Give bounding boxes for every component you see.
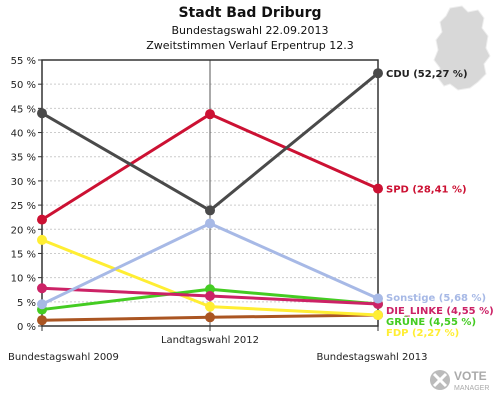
data-point-cdu [37, 108, 47, 119]
end-label-grüne: GRÜNE (4,55 %) [386, 314, 476, 328]
x-tick-label: Landtagswahl 2012 [161, 335, 259, 346]
y-tick-label: 0 % [17, 322, 36, 333]
x-tick-label: Bundestagswahl 2013 [317, 352, 428, 363]
data-point-spd [205, 109, 215, 120]
y-tick-label: 10 % [11, 274, 36, 285]
data-point-die_linke [205, 291, 215, 302]
data-point-spd [373, 183, 383, 194]
y-tick-label: 35 % [11, 153, 36, 164]
y-tick-label: 5 % [17, 298, 36, 309]
y-tick-label: 40 % [11, 129, 36, 140]
logo-text-vote: VOTE [454, 369, 487, 383]
data-point-fdp [205, 301, 215, 312]
x-tick-label: Bundestagswahl 2009 [8, 352, 119, 363]
y-tick-label: 50 % [11, 80, 36, 91]
logo-text-manager: MANAGER [454, 385, 489, 392]
data-point-sonstige [373, 293, 383, 304]
end-label-cdu: CDU (52,27 %) [386, 69, 468, 80]
data-point-afd [37, 315, 47, 326]
vote-manager-logo: VOTE MANAGER [430, 369, 489, 392]
data-point-afd [205, 312, 215, 323]
end-label-fdp: FDP (2,27 %) [386, 328, 459, 339]
data-point-spd [37, 214, 47, 225]
chart-subtitle-2: Zweitstimmen Verlauf Erpentrup 12.3 [146, 39, 354, 52]
data-point-die_linke [37, 283, 47, 294]
chart-title: Stadt Bad Driburg [178, 5, 322, 21]
end-label-spd: SPD (28,41 %) [386, 185, 467, 196]
y-tick-label: 30 % [11, 177, 36, 188]
end-label-sonstige: Sonstige (5,68 %) [386, 293, 486, 304]
chart-subtitle: Bundestagswahl 22.09.2013 [171, 24, 329, 37]
data-point-cdu [373, 68, 383, 79]
y-tick-label: 20 % [11, 225, 36, 236]
data-point-fdp [37, 234, 47, 245]
data-point-sonstige [205, 218, 215, 229]
germany-map-icon [433, 5, 491, 91]
data-point-sonstige [37, 299, 47, 310]
y-tick-label: 25 % [11, 201, 36, 212]
y-tick-label: 15 % [11, 249, 36, 260]
end-label-die_linke: DIE_LINKE (4,55 %) [386, 306, 494, 317]
data-point-cdu [205, 205, 215, 216]
data-point-fdp [373, 310, 383, 321]
y-tick-label: 45 % [11, 104, 36, 115]
y-tick-label: 55 % [11, 56, 36, 67]
